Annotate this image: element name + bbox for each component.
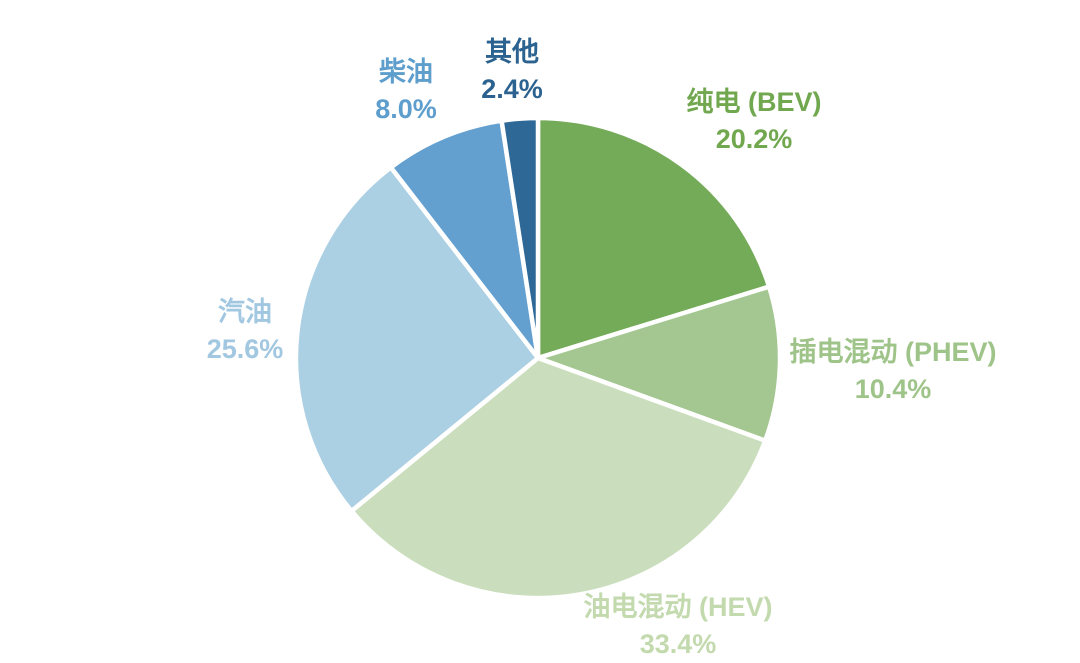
pie-slice-bev <box>535 115 772 361</box>
pie-label-phev: 插电混动 (PHEV) 10.4% <box>789 334 996 408</box>
pie-slice-hev <box>349 355 768 601</box>
pie-slice-phev <box>535 284 783 443</box>
pie-label-other: 其他 2.4% <box>481 34 543 108</box>
pie-slice-gasoline <box>293 165 541 514</box>
segment-name-hev: 油电混动 (HEV) <box>583 592 773 622</box>
segment-percent-phev: 10.4% <box>854 374 932 404</box>
segment-name-phev: 插电混动 (PHEV) <box>789 337 997 367</box>
pie-slice-diesel <box>388 118 541 361</box>
segment-percent-bev: 20.2% <box>715 124 793 154</box>
pie-label-bev: 纯电 (BEV) 20.2% <box>687 84 822 158</box>
pie-label-diesel: 柴油 8.0% <box>375 54 437 128</box>
segment-name-diesel: 柴油 <box>378 57 433 87</box>
segment-percent-diesel: 8.0% <box>375 94 437 124</box>
segment-name-other: 其他 <box>484 37 539 67</box>
pie-label-hev: 油电混动 (HEV) 33.4% <box>584 589 773 663</box>
segment-percent-other: 2.4% <box>481 74 543 104</box>
pie-slices-group <box>293 115 783 601</box>
segment-name-gasoline: 汽油 <box>218 297 272 327</box>
pie-slice-other <box>499 115 541 361</box>
segment-percent-hev: 33.4% <box>639 629 717 659</box>
segment-percent-gasoline: 25.6% <box>206 334 284 364</box>
pie-label-gasoline: 汽油 25.6% <box>207 294 284 368</box>
segment-name-bev: 纯电 (BEV) <box>686 87 822 117</box>
